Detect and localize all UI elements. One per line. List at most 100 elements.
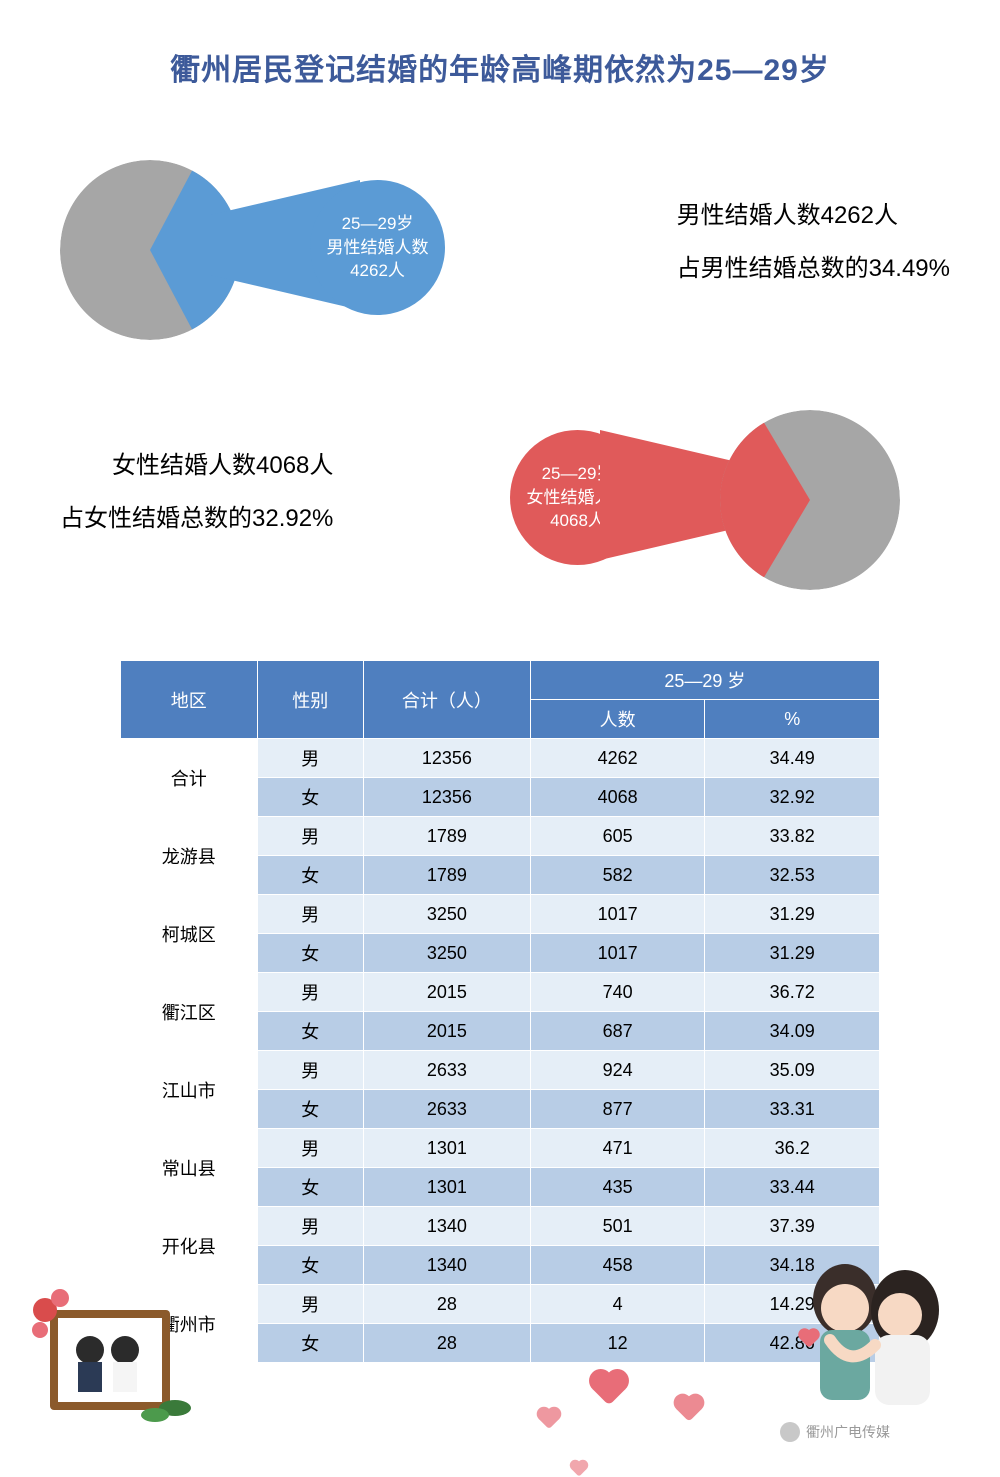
source-text: 衢州广电传媒	[806, 1422, 890, 1442]
total-cell: 12356	[363, 778, 530, 817]
total-cell: 1301	[363, 1129, 530, 1168]
gender-cell: 女	[257, 1246, 363, 1285]
pct-cell: 36.72	[705, 973, 880, 1012]
total-cell: 1789	[363, 856, 530, 895]
total-cell: 12356	[363, 739, 530, 778]
wedding-frame-illustration	[30, 1280, 210, 1430]
gender-cell: 男	[257, 1051, 363, 1090]
gender-cell: 女	[257, 1012, 363, 1051]
th-count: 人数	[530, 700, 705, 739]
pct-cell: 33.44	[705, 1168, 880, 1207]
th-age-group: 25—29 岁	[530, 661, 879, 700]
gender-cell: 男	[257, 973, 363, 1012]
male-section: 25—29岁 男性结婚人数 4262人 男性结婚人数4262人 占男性结婚总数的…	[60, 150, 960, 370]
pct-cell: 33.31	[705, 1090, 880, 1129]
wechat-icon	[780, 1422, 800, 1442]
female-stat-text: 女性结婚人数4068人 占女性结婚总数的32.92%	[60, 440, 333, 546]
total-cell: 2015	[363, 973, 530, 1012]
count-cell: 501	[530, 1207, 705, 1246]
male-stat-text: 男性结婚人数4262人 占男性结婚总数的34.49%	[677, 190, 950, 296]
couple-illustration	[780, 1240, 960, 1420]
count-cell: 435	[530, 1168, 705, 1207]
table-header: 地区 性别 合计（人） 25—29 岁 人数 %	[121, 661, 880, 739]
region-cell: 开化县	[121, 1207, 258, 1285]
gender-cell: 女	[257, 1324, 363, 1363]
pct-cell: 31.29	[705, 934, 880, 973]
count-cell: 877	[530, 1090, 705, 1129]
pct-cell: 32.92	[705, 778, 880, 817]
count-cell: 740	[530, 973, 705, 1012]
table-row: 柯城区男3250101731.29	[121, 895, 880, 934]
count-cell: 924	[530, 1051, 705, 1090]
count-cell: 605	[530, 817, 705, 856]
pct-cell: 36.2	[705, 1129, 880, 1168]
total-cell: 1301	[363, 1168, 530, 1207]
pct-cell: 31.29	[705, 895, 880, 934]
count-cell: 12	[530, 1324, 705, 1363]
gender-cell: 女	[257, 778, 363, 817]
male-stat-line2: 占男性结婚总数的34.49%	[677, 243, 950, 296]
gender-cell: 男	[257, 1285, 363, 1324]
total-cell: 2015	[363, 1012, 530, 1051]
pct-cell: 35.09	[705, 1051, 880, 1090]
gender-cell: 男	[257, 739, 363, 778]
pct-cell: 32.53	[705, 856, 880, 895]
gender-cell: 女	[257, 1168, 363, 1207]
table-row: 开化县男134050137.39	[121, 1207, 880, 1246]
marriage-data-table: 地区 性别 合计（人） 25—29 岁 人数 % 合计男12356426234.…	[120, 660, 880, 1363]
total-cell: 1340	[363, 1207, 530, 1246]
total-cell: 1340	[363, 1246, 530, 1285]
table-row: 衢江区男201574036.72	[121, 973, 880, 1012]
region-cell: 合计	[121, 739, 258, 817]
table-row: 合计男12356426234.49	[121, 739, 880, 778]
region-cell: 常山县	[121, 1129, 258, 1207]
region-cell: 柯城区	[121, 895, 258, 973]
count-cell: 471	[530, 1129, 705, 1168]
region-cell: 衢江区	[121, 973, 258, 1051]
total-cell: 2633	[363, 1090, 530, 1129]
total-cell: 28	[363, 1285, 530, 1324]
male-stat-line1: 男性结婚人数4262人	[677, 190, 950, 243]
total-cell: 1789	[363, 817, 530, 856]
total-cell: 28	[363, 1324, 530, 1363]
count-cell: 582	[530, 856, 705, 895]
pct-cell: 34.49	[705, 739, 880, 778]
count-cell: 687	[530, 1012, 705, 1051]
table-row: 常山县男130147136.2	[121, 1129, 880, 1168]
gender-cell: 男	[257, 817, 363, 856]
female-stat-line1: 女性结婚人数4068人	[60, 440, 333, 493]
total-cell: 2633	[363, 1051, 530, 1090]
th-percent: %	[705, 700, 880, 739]
count-cell: 1017	[530, 934, 705, 973]
female-pie-chart	[720, 410, 900, 590]
count-cell: 4262	[530, 739, 705, 778]
table-row: 江山市男263392435.09	[121, 1051, 880, 1090]
gender-cell: 男	[257, 895, 363, 934]
th-total: 合计（人）	[363, 661, 530, 739]
table-row: 衢州市男28414.29	[121, 1285, 880, 1324]
male-callout-label: 男性结婚人数	[327, 236, 429, 260]
count-cell: 4	[530, 1285, 705, 1324]
pct-cell: 34.09	[705, 1012, 880, 1051]
th-gender: 性别	[257, 661, 363, 739]
gender-cell: 男	[257, 1129, 363, 1168]
page-title: 衢州居民登记结婚的年龄高峰期依然为25—29岁	[0, 0, 1000, 89]
region-cell: 江山市	[121, 1051, 258, 1129]
region-cell: 龙游县	[121, 817, 258, 895]
count-cell: 458	[530, 1246, 705, 1285]
gender-cell: 男	[257, 1207, 363, 1246]
male-callout-age: 25—29岁	[342, 212, 414, 236]
female-section: 女性结婚人数4068人 占女性结婚总数的32.92% 25—29岁 女性结婚人数…	[40, 400, 940, 620]
th-region: 地区	[121, 661, 258, 739]
table-body: 合计男12356426234.49女12356406832.92龙游县男1789…	[121, 739, 880, 1363]
total-cell: 3250	[363, 934, 530, 973]
gender-cell: 女	[257, 856, 363, 895]
source-footer: 衢州广电传媒	[780, 1422, 890, 1442]
male-callout-count: 4262人	[350, 259, 405, 283]
count-cell: 1017	[530, 895, 705, 934]
count-cell: 4068	[530, 778, 705, 817]
female-stat-line2: 占女性结婚总数的32.92%	[60, 493, 333, 546]
gender-cell: 女	[257, 1090, 363, 1129]
total-cell: 3250	[363, 895, 530, 934]
pct-cell: 33.82	[705, 817, 880, 856]
